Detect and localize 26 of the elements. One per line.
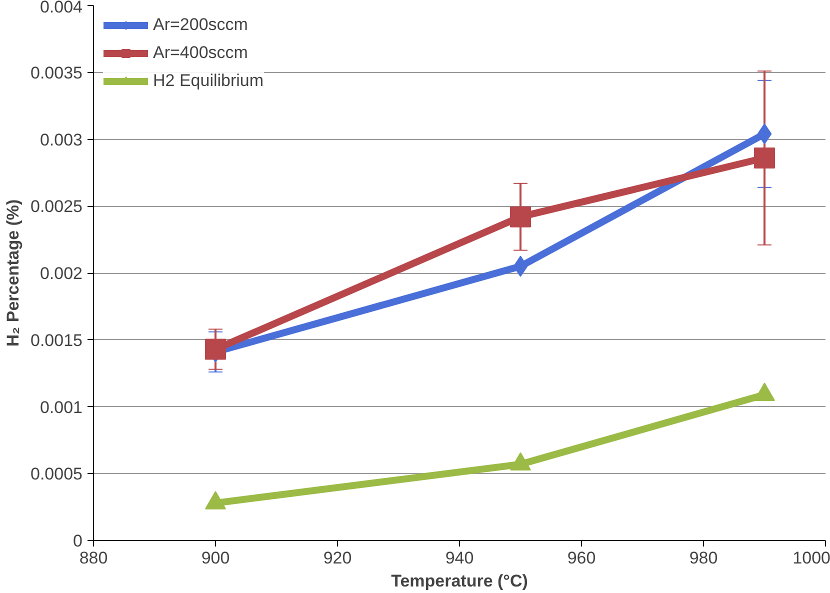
legend-label: H2 Equilibrium (153, 71, 264, 91)
legend-label: Ar=400sccm (153, 43, 248, 63)
y-axis-title: H₂ Percentage (%) (4, 199, 23, 347)
y-tick-label: 0.0035 (30, 63, 83, 82)
x-tick-label: 940 (445, 548, 474, 568)
point (205, 491, 226, 510)
y-tick-label: 0.003 (40, 130, 83, 150)
point (754, 147, 775, 168)
y-tick-label: 0.0015 (30, 330, 83, 350)
x-tick-label: 900 (201, 548, 230, 568)
point (510, 206, 531, 228)
y-tick-label: 0.001 (40, 398, 83, 417)
y-tick-label: 0 (73, 532, 83, 550)
y-tick-label: 0.002 (40, 264, 83, 283)
x-tick-label: 920 (323, 548, 352, 568)
x-axis-title: Temperature (°C) (391, 572, 528, 590)
x-tick-label: 880 (79, 548, 108, 568)
y-tick-label: 0.004 (40, 0, 83, 16)
x-tick-label: 960 (567, 548, 596, 568)
point (754, 382, 775, 401)
x-tick-label: 980 (689, 548, 718, 568)
y-tick-label: 0.0025 (30, 197, 83, 216)
y-tick-label: 0.0005 (30, 464, 83, 484)
legend-label: Ar=200sccm (153, 15, 248, 35)
point (510, 452, 531, 471)
x-tick-label: 1000 (792, 548, 830, 568)
